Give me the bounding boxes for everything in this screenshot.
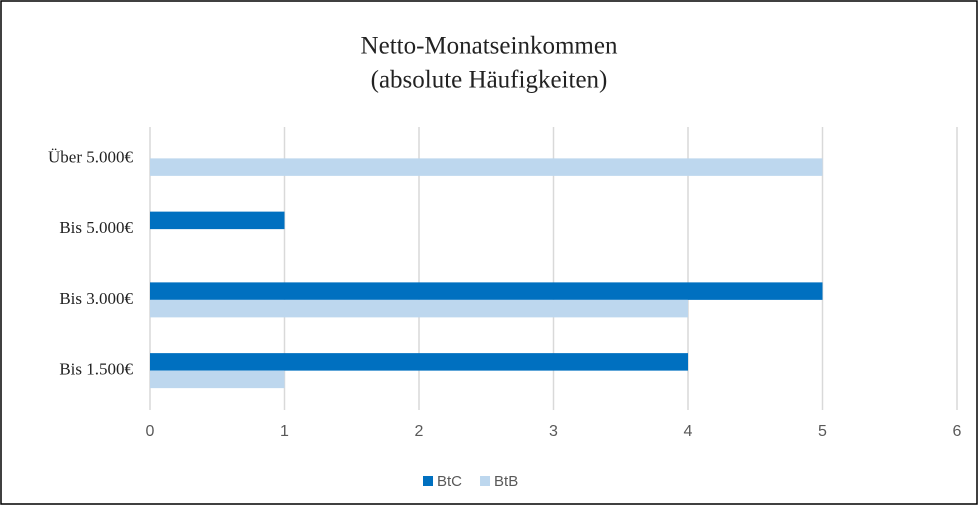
x-tick-label: 5: [818, 423, 827, 440]
y-tick-label: Bis 5.000€: [59, 218, 133, 237]
y-tick-label: Bis 1.500€: [59, 360, 133, 379]
bar: [150, 158, 823, 176]
x-tick-label: 2: [415, 423, 424, 440]
x-tick-label: 1: [280, 423, 289, 440]
x-tick-label: 4: [684, 423, 693, 440]
bar: [150, 211, 285, 230]
legend-swatch: [423, 476, 433, 486]
legend-swatch: [480, 476, 491, 486]
legend-label: BtC: [437, 473, 462, 490]
y-tick-label: Bis 3.000€: [59, 289, 133, 308]
bar: [150, 370, 285, 389]
x-tick-label: 0: [146, 423, 155, 440]
chart-subtitle: (absolute Häufigkeiten): [371, 67, 608, 94]
bar: [150, 353, 688, 371]
x-tick-label: 3: [549, 423, 558, 440]
y-tick-label: Über 5.000€: [48, 147, 133, 166]
legend-label: BtB: [494, 473, 518, 490]
bar: [150, 299, 688, 318]
x-tick-label: 6: [953, 423, 962, 440]
bar: [150, 282, 823, 300]
chart-title: Netto-Monatseinkommen: [361, 33, 618, 60]
